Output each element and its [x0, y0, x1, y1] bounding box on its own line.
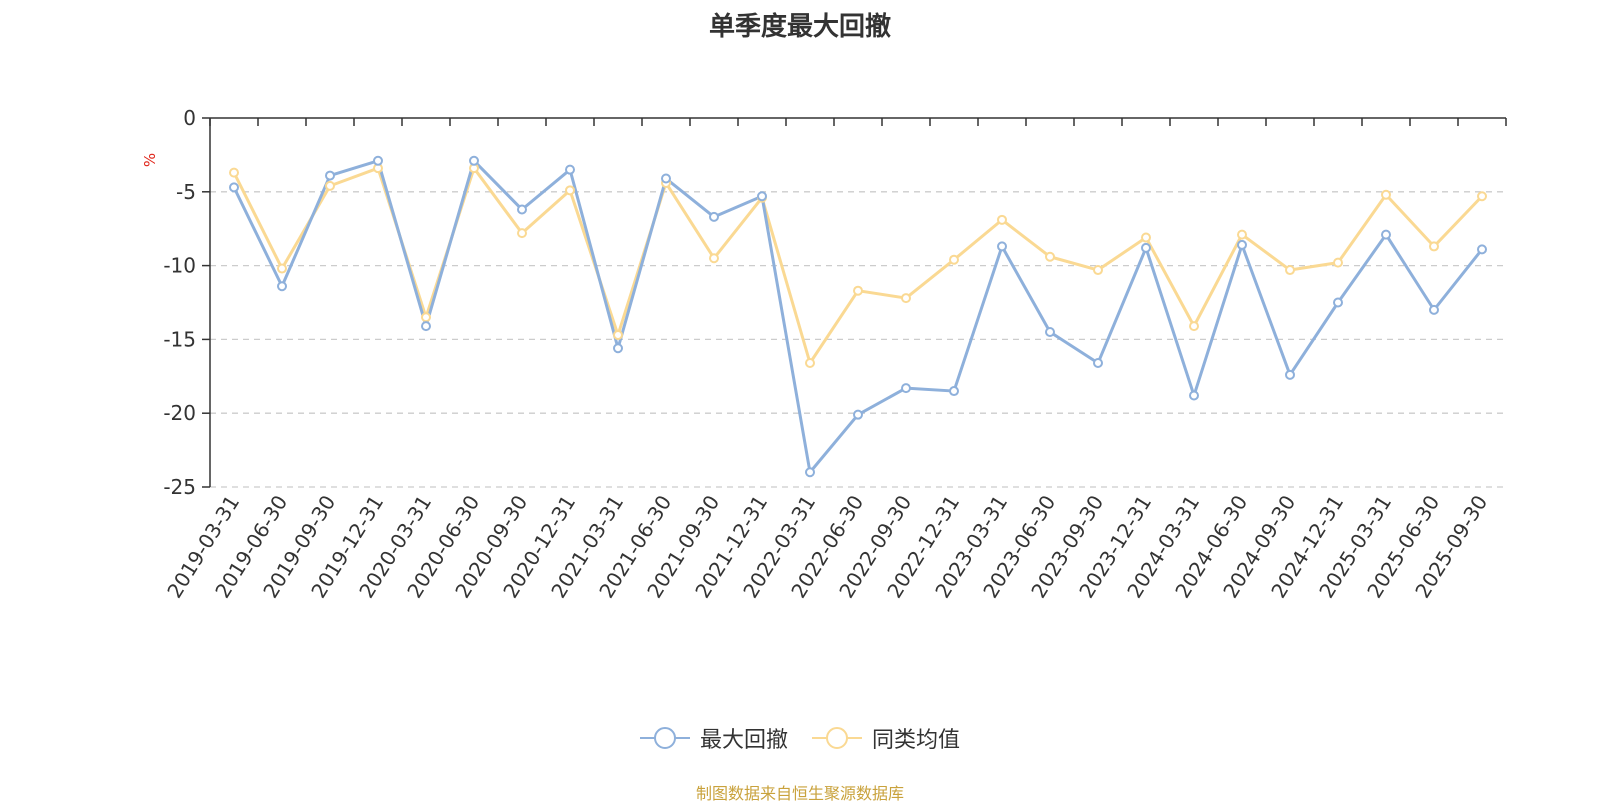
series-1-point	[1046, 328, 1054, 336]
series-1-point	[662, 175, 670, 183]
series-2-point	[326, 182, 334, 190]
series-1-point	[758, 192, 766, 200]
series-2-point	[278, 265, 286, 273]
series-1-point	[854, 411, 862, 419]
line-chart: 0-5-10-15-20-252019-03-312019-06-302019-…	[0, 0, 1600, 700]
series-1-point	[422, 322, 430, 330]
series-1-point	[278, 282, 286, 290]
series-1-point	[614, 344, 622, 352]
series-1-point	[470, 157, 478, 165]
series-1-point	[710, 213, 718, 221]
series-2-point	[710, 254, 718, 262]
series-2-point	[1142, 234, 1150, 242]
y-tick-label: -15	[163, 327, 196, 351]
series-2-point	[1382, 191, 1390, 199]
series-2-point	[902, 294, 910, 302]
y-tick-label: -5	[176, 180, 196, 204]
series-1-point	[1238, 241, 1246, 249]
series-1-point	[1382, 231, 1390, 239]
series-2-point	[1046, 253, 1054, 261]
series-1-point	[566, 166, 574, 174]
series-2-point	[998, 216, 1006, 224]
y-tick-label: -20	[163, 401, 196, 425]
series-1-point	[1334, 299, 1342, 307]
series-2-point	[806, 359, 814, 367]
series-2-point	[1430, 242, 1438, 250]
series-2-point	[566, 186, 574, 194]
series-1-point	[374, 157, 382, 165]
series-2-point	[1478, 192, 1486, 200]
y-tick-label: -10	[163, 254, 196, 278]
series-1-point	[998, 242, 1006, 250]
series-2-point	[1094, 266, 1102, 274]
series-2-point	[1238, 231, 1246, 239]
legend-item-series-1[interactable]: 最大回撤	[640, 722, 788, 754]
series-2-point	[422, 313, 430, 321]
series-2-point	[518, 229, 526, 237]
series-1-point	[806, 468, 814, 476]
series-1-point	[1142, 244, 1150, 252]
series-1-point	[1430, 306, 1438, 314]
legend-label-series-2: 同类均值	[872, 722, 960, 754]
legend-series-1-icon	[640, 726, 690, 750]
data-source-note: 制图数据来自恒生聚源数据库	[0, 780, 1600, 804]
series-2-point	[854, 287, 862, 295]
legend: 最大回撤 同类均值	[0, 722, 1600, 754]
series-2-point	[614, 331, 622, 339]
series-1-point	[950, 387, 958, 395]
series-1-point	[1190, 391, 1198, 399]
legend-item-series-2[interactable]: 同类均值	[812, 722, 960, 754]
series-1-point	[518, 206, 526, 214]
series-1-point	[326, 172, 334, 180]
series-1-point	[902, 384, 910, 392]
legend-label-series-1: 最大回撤	[700, 722, 788, 754]
series-2-point	[1334, 259, 1342, 267]
y-tick-label: -25	[163, 475, 196, 499]
series-1-point	[1478, 245, 1486, 253]
series-2-point	[230, 169, 238, 177]
legend-series-2-icon	[812, 726, 862, 750]
series-1-point	[230, 183, 238, 191]
series-1-point	[1286, 371, 1294, 379]
series-2-point	[950, 256, 958, 264]
y-axis-label: %	[141, 153, 159, 167]
series-2-point	[1190, 322, 1198, 330]
series-2-point	[1286, 266, 1294, 274]
grid-lines	[210, 192, 1506, 487]
y-tick-label: 0	[183, 106, 196, 130]
series-1-point	[1094, 359, 1102, 367]
series-lines	[230, 157, 1486, 476]
